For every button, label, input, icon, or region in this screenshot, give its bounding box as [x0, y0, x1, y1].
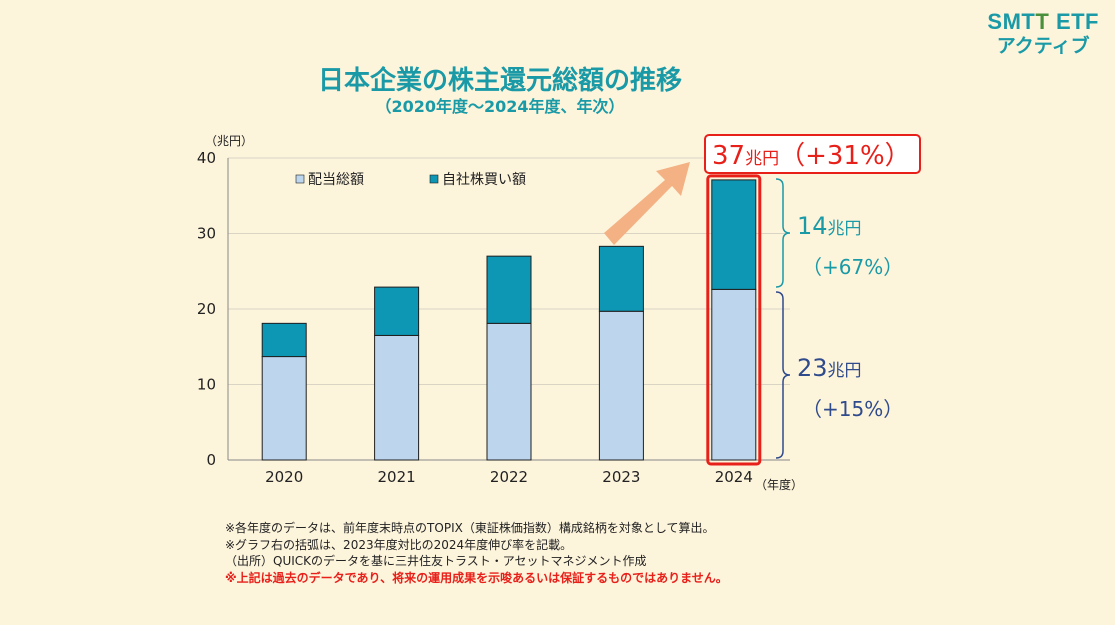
footnote-source: （出所）QUICKのデータを基に三井住友トラスト・アセットマネジメント作成	[225, 554, 647, 568]
legend-swatch-dividends	[295, 174, 305, 184]
smt-etf-logo: SMTT ETF アクティブ	[987, 10, 1099, 58]
y-tick-label: 40	[197, 149, 216, 167]
chart-title: 日本企業の株主還元総額の推移	[317, 66, 682, 96]
x-tick-label: 2020	[265, 468, 303, 486]
buyback-annotation-pct: （+67%）	[802, 255, 903, 279]
brace-dividends	[775, 291, 791, 459]
growth-arrow	[604, 162, 690, 245]
dividend-annotation-pct: （+15%）	[802, 397, 903, 421]
legend-label-buyback: 自社株買い額	[442, 172, 526, 188]
footnote-1: ※各年度のデータは、前年度末時点のTOPIX（東証株価指数）構成銘柄を対象として…	[225, 521, 715, 535]
logo-line2: アクティブ	[996, 35, 1090, 57]
legend-label-dividends: 配当総額	[308, 172, 364, 188]
y-tick-label: 10	[197, 376, 216, 394]
x-tick-label: 2022	[490, 468, 528, 486]
x-tick-label: 2024	[715, 468, 753, 486]
y-tick-label: 30	[197, 225, 216, 243]
bar-dividends	[374, 334, 420, 461]
brace-buyback	[775, 178, 791, 288]
legend-swatch-buyback	[429, 174, 439, 184]
bar-buyback	[711, 179, 757, 290]
buyback-annotation-value: 14兆円	[797, 212, 862, 240]
footnotes: ※各年度のデータは、前年度末時点のTOPIX（東証株価指数）構成銘柄を対象として…	[225, 520, 728, 586]
bar-buyback	[261, 322, 307, 358]
footnote-disclaimer: ※上記は過去のデータであり、将来の運用成果を示唆あるいは保証するものではありませ…	[225, 570, 728, 585]
highlight-box-2024	[706, 174, 762, 466]
bar-buyback	[598, 245, 644, 312]
bar-buyback	[374, 286, 420, 336]
x-tick-label: 2023	[602, 468, 640, 486]
x-tick-label: 2021	[378, 468, 416, 486]
y-tick-label: 20	[197, 300, 216, 318]
total-annotation-text: 37兆円（+31%）	[712, 141, 911, 171]
bar-dividends	[261, 356, 307, 461]
y-axis-unit: （兆円）	[205, 134, 253, 148]
dividend-annotation-value: 23兆円	[797, 354, 862, 382]
bar-dividends	[711, 288, 757, 461]
bar-dividends	[486, 322, 532, 461]
total-annotation-box	[704, 134, 921, 174]
bar-dividends	[598, 310, 644, 461]
y-tick-label: 0	[206, 451, 216, 469]
chart-subtitle: （2020年度～2024年度、年次）	[375, 97, 625, 116]
logo-line1: SMTT ETF	[987, 9, 1099, 34]
x-axis-unit: （年度）	[755, 477, 803, 492]
footnote-2: ※グラフ右の括弧は、2023年度対比の2024年度伸び率を記載。	[225, 537, 573, 552]
bar-buyback	[486, 255, 532, 324]
